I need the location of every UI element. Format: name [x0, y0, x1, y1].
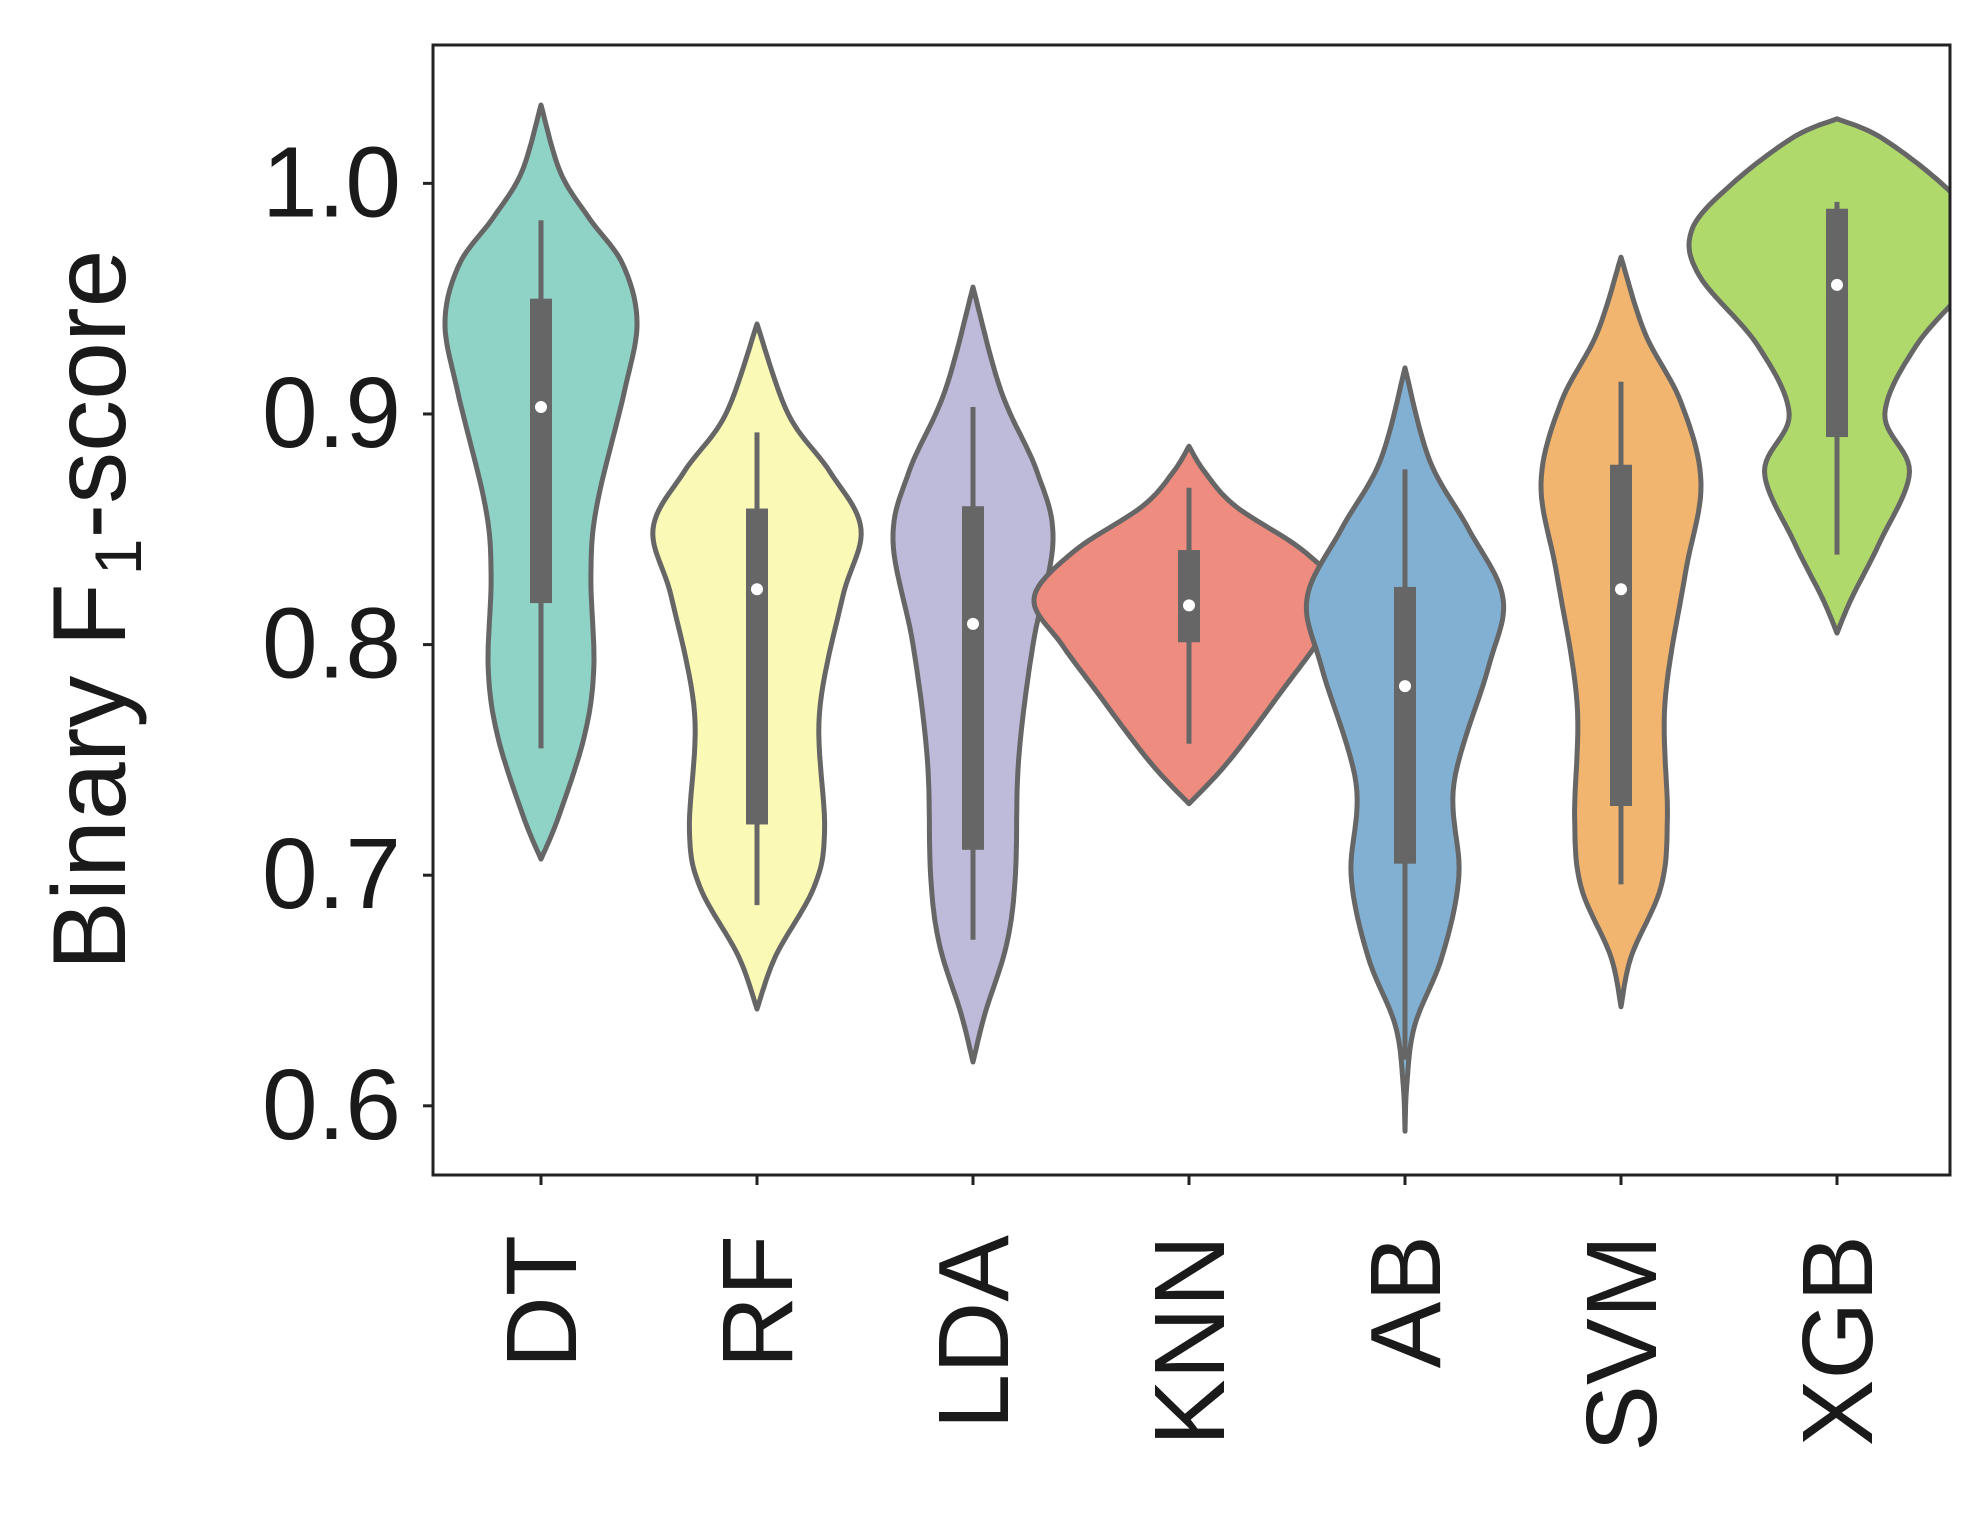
median-point-dt [535, 401, 547, 414]
violin-knn [1031, 443, 1347, 807]
iqr-box-rf [746, 508, 768, 825]
y-tick-label: 0.7 [262, 818, 401, 930]
iqr-box-xgb [1826, 208, 1848, 438]
median-point-ab [1399, 680, 1411, 693]
y-axis-title-subscript: 1 [81, 539, 155, 576]
median-point-xgb [1831, 278, 1843, 291]
plot-frame [431, 43, 1952, 1177]
y-axis-title-suffix: -score [32, 250, 148, 539]
y-axis: 0.6 0.7 0.8 0.9 1.0 [262, 126, 433, 1161]
x-tick-label-xgb: XGB [1782, 1235, 1894, 1446]
violin-lda [890, 284, 1056, 1065]
violin-svm [1538, 254, 1704, 1010]
median-point-lda [967, 617, 979, 630]
violin-xgb [1686, 116, 1950, 636]
x-tick-label-ab: AB [1350, 1235, 1462, 1368]
x-tick-label-svm: SVM [1566, 1235, 1678, 1452]
iqr-box-knn [1178, 550, 1200, 643]
iqr-box-lda [962, 506, 984, 850]
median-point-rf [751, 583, 763, 596]
x-axis: DT RF LDA KNN AB SVM XGB [486, 1175, 1894, 1452]
violin-layer [442, 102, 1950, 1134]
y-axis-title-main: Binary F [32, 583, 148, 970]
y-tick-label: 0.8 [262, 588, 401, 700]
y-axis-title: Binary F 1-score [32, 250, 155, 971]
violin-dt [442, 102, 640, 862]
y-tick-label: 0.9 [262, 357, 401, 469]
x-tick-label-lda: LDA [918, 1235, 1030, 1430]
violin-body-xgb [1686, 116, 1950, 636]
iqr-box-dt [530, 298, 552, 604]
iqr-box-ab [1394, 586, 1416, 864]
y-tick-label: 1.0 [262, 126, 401, 238]
x-tick-label-rf: RF [702, 1235, 814, 1368]
violin-ab [1303, 365, 1507, 1134]
iqr-box-svm [1610, 464, 1632, 807]
x-tick-label-knn: KNN [1134, 1235, 1246, 1446]
median-point-knn [1183, 599, 1195, 612]
y-tick-label: 0.6 [262, 1049, 401, 1161]
x-tick-label-dt: DT [486, 1235, 598, 1368]
violin-rf [650, 321, 864, 1012]
median-point-svm [1615, 583, 1627, 596]
